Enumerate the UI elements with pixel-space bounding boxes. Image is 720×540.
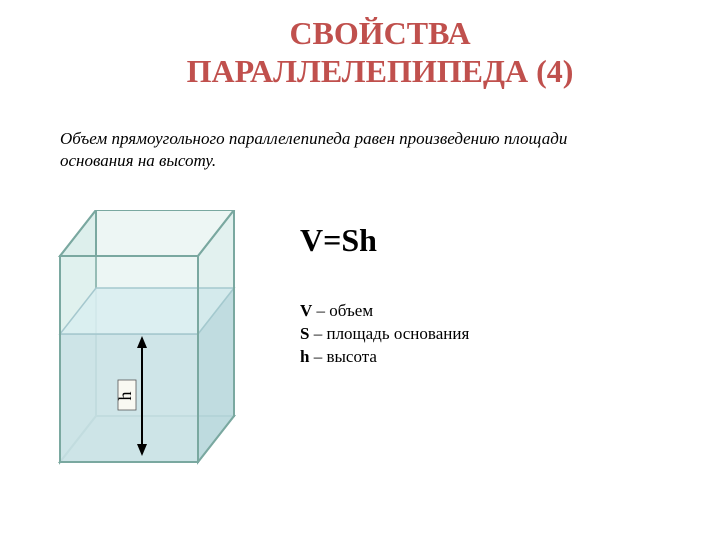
- box-svg: h S: [58, 210, 238, 470]
- title-line-2: ПАРАЛЛЕЛЕПИПЕДА (4): [187, 53, 574, 89]
- volume-diagram: h S: [58, 210, 238, 475]
- page-title: СВОЙСТВА ПАРАЛЛЕЛЕПИПЕДА (4): [110, 14, 650, 91]
- legend-symbol: h: [300, 347, 309, 366]
- legend-row-s: S – площадь основания: [300, 323, 469, 346]
- volume-formula: V=Sh: [300, 222, 377, 259]
- legend-desc: объем: [329, 301, 373, 320]
- legend-row-v: V – объем: [300, 300, 469, 323]
- legend-desc: площадь основания: [326, 324, 469, 343]
- legend-row-h: h – высота: [300, 346, 469, 369]
- legend-dash: –: [314, 347, 327, 366]
- h-label: h: [115, 392, 135, 401]
- legend-symbol: S: [300, 324, 309, 343]
- legend-dash: –: [314, 324, 327, 343]
- legend: V – объем S – площадь основания h – высо…: [300, 300, 469, 369]
- legend-dash: –: [317, 301, 330, 320]
- title-line-1: СВОЙСТВА: [289, 15, 470, 51]
- theorem-text: Объем прямоугольного параллелепипеда рав…: [60, 128, 620, 172]
- legend-desc: высота: [326, 347, 376, 366]
- legend-symbol: V: [300, 301, 312, 320]
- front-face: [60, 256, 198, 462]
